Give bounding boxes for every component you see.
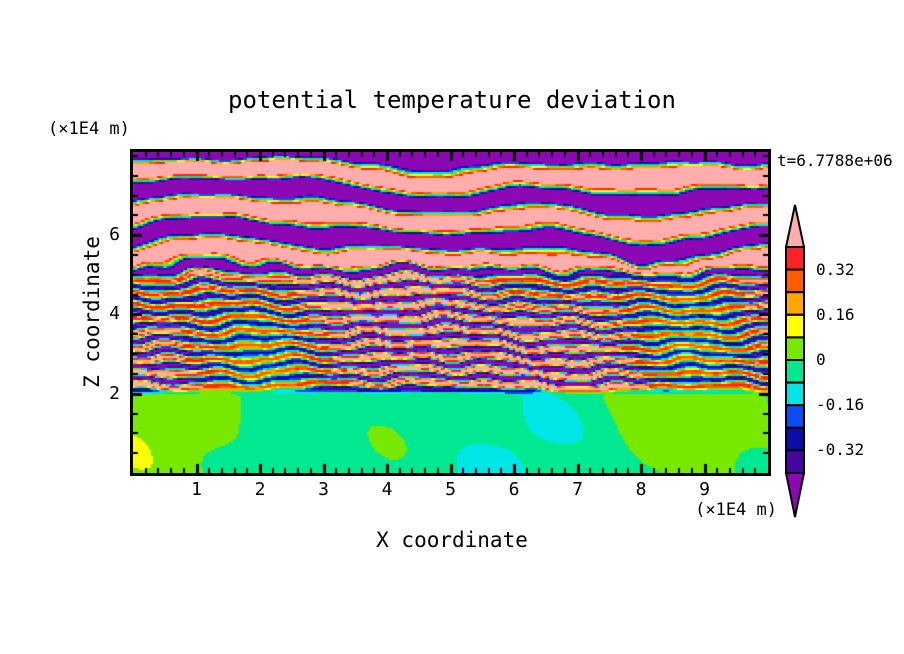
chart-title: potential temperature deviation <box>228 86 676 114</box>
x-axis-title: X coordinate <box>376 528 528 552</box>
colorbar-segment <box>785 313 805 339</box>
y-axis-unit-label: (×1E4 m) <box>48 119 130 139</box>
colorbar-tick-label: 0.16 <box>816 304 855 324</box>
colorbar-segment <box>785 404 805 429</box>
x-tick-label: 2 <box>254 479 266 500</box>
colorbar-tick-label: 0.32 <box>816 259 855 279</box>
colorbar-segment <box>785 246 805 271</box>
colorbar-segment <box>785 426 805 452</box>
y-tick-label: 6 <box>109 224 120 246</box>
x-tick-label: 7 <box>572 479 583 500</box>
plot-frame <box>130 149 771 476</box>
y-tick-label: 2 <box>109 382 120 404</box>
x-tick-label: 5 <box>445 479 456 500</box>
x-tick-label: 3 <box>318 479 329 500</box>
colorbar <box>784 204 806 518</box>
time-annotation: t=6.7788e+06 <box>777 151 893 170</box>
x-tick-label: 8 <box>635 479 647 500</box>
colorbar-tick-label: -0.32 <box>816 440 865 460</box>
x-axis-unit-label: (×1E4 m) <box>695 500 777 520</box>
colorbar-over-arrow <box>784 204 806 248</box>
colorbar-segment <box>785 336 805 361</box>
y-tick-label: 4 <box>109 303 120 325</box>
colorbar-segment <box>785 449 805 474</box>
colorbar-tick-label: -0.16 <box>816 395 865 415</box>
contour-field-canvas <box>133 152 768 473</box>
x-tick-label: 1 <box>191 479 202 500</box>
x-tick-label: 9 <box>699 479 710 500</box>
colorbar-under-arrow <box>784 472 806 518</box>
x-tick-label: 4 <box>381 479 393 500</box>
x-tick-label: 6 <box>508 479 520 500</box>
colorbar-segment <box>785 381 805 407</box>
colorbar-segment <box>785 291 805 316</box>
colorbar-segment <box>785 359 805 384</box>
colorbar-tick-label: 0 <box>816 350 826 369</box>
colorbar-segment <box>785 268 805 294</box>
